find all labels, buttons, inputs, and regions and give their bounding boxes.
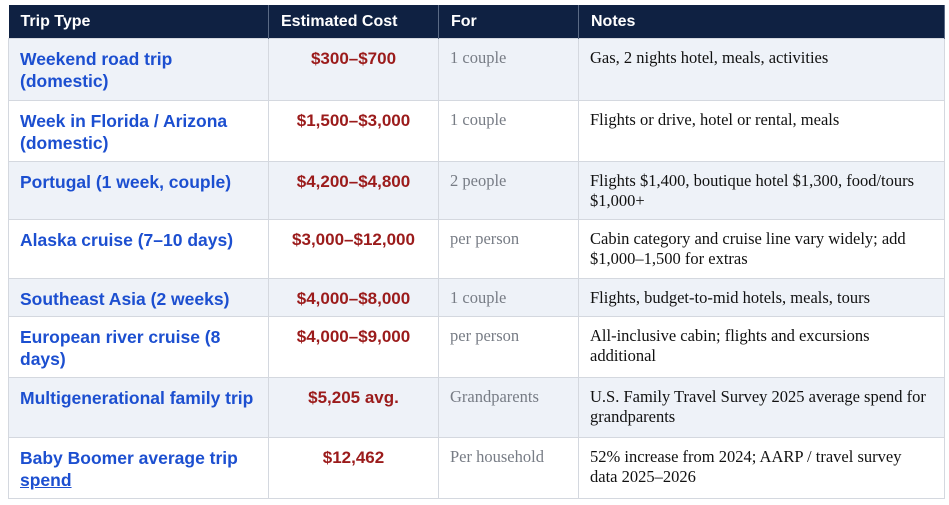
- trip-type: Weekend road trip (domestic): [20, 49, 173, 91]
- header-cell: For: [438, 5, 579, 39]
- trip-type: Portugal (1 week, couple): [20, 172, 232, 192]
- trip-type: Baby Boomer average trip: [20, 448, 238, 468]
- notes-cell: Flights, budget-to-mid hotels, meals, to…: [578, 278, 945, 317]
- cost-cell: $1,500–$3,000: [268, 100, 439, 162]
- table-row: Baby Boomer average trip spend $12,462 Per…: [8, 437, 945, 499]
- for-cell: 1 couple: [438, 100, 579, 162]
- trip-type: Southeast Asia (2 weeks): [20, 289, 230, 309]
- trip-type-cell: Multigenerational family trip: [8, 377, 269, 438]
- table-body: Weekend road trip (domestic) $300–$700 1 c…: [8, 38, 945, 499]
- trip-type-cell: Week in Florida / Arizona (domestic): [8, 100, 269, 162]
- trip-type: Multigenerational family trip: [20, 388, 254, 408]
- notes-cell: Flights $1,400, boutique hotel $1,300, f…: [578, 161, 945, 220]
- header-cell: Estimated Cost: [268, 5, 439, 39]
- for-cell: per person: [438, 219, 579, 279]
- notes-cell: 52% increase from 2024; AARP / travel su…: [578, 437, 945, 499]
- for-cell: 1 couple: [438, 38, 579, 101]
- cost-cell: $3,000–$12,000: [268, 219, 439, 279]
- cost-cell: $300–$700: [268, 38, 439, 101]
- trip-type: Alaska cruise (7–10 days): [20, 230, 234, 250]
- header-row: Trip Type Estimated Cost For Notes: [8, 5, 945, 39]
- notes-cell: U.S. Family Travel Survey 2025 average s…: [578, 377, 945, 438]
- for-cell: 1 couple: [438, 278, 579, 317]
- trip-link[interactable]: spend: [20, 470, 72, 490]
- for-cell: 2 people: [438, 161, 579, 220]
- notes-cell: Flights or drive, hotel or rental, meals: [578, 100, 945, 162]
- table-row: Portugal (1 week, couple) $4,200–$4,800 2 …: [8, 161, 945, 220]
- trip-type: European river cruise (8 days): [20, 327, 221, 369]
- cost-cell: $4,000–$9,000: [268, 316, 439, 378]
- table-row: Weekend road trip (domestic) $300–$700 1 c…: [8, 38, 945, 101]
- trip-type-cell: Portugal (1 week, couple): [8, 161, 269, 220]
- trip-cost-table: Trip Type Estimated Cost For Notes Weeke…: [8, 5, 945, 499]
- table-row: Week in Florida / Arizona (domestic) $1,5…: [8, 100, 945, 162]
- header-cell: Notes: [578, 5, 945, 39]
- table-row: Alaska cruise (7–10 days) $3,000–$12,000 p…: [8, 219, 945, 279]
- cost-cell: $12,462: [268, 437, 439, 499]
- table-row: Multigenerational family trip $5,205 avg.…: [8, 377, 945, 438]
- for-cell: Per household: [438, 437, 579, 499]
- for-cell: per person: [438, 316, 579, 378]
- for-cell: Grandparents: [438, 377, 579, 438]
- notes-cell: Gas, 2 nights hotel, meals, activities: [578, 38, 945, 101]
- notes-cell: All-inclusive cabin; flights and excursi…: [578, 316, 945, 378]
- trip-type-cell: Weekend road trip (domestic): [8, 38, 269, 101]
- header-cell: Trip Type: [8, 5, 269, 39]
- trip-type-cell: Alaska cruise (7–10 days): [8, 219, 269, 279]
- trip-type: Week in Florida / Arizona (domestic): [20, 111, 228, 153]
- trip-type-cell: Southeast Asia (2 weeks): [8, 278, 269, 317]
- notes-cell: Cabin category and cruise line vary wide…: [578, 219, 945, 279]
- cost-cell: $5,205 avg.: [268, 377, 439, 438]
- cost-cell: $4,200–$4,800: [268, 161, 439, 220]
- table-row: Southeast Asia (2 weeks) $4,000–$8,000 1 c…: [8, 278, 945, 317]
- trip-type-cell: European river cruise (8 days): [8, 316, 269, 378]
- trip-type-cell: Baby Boomer average trip spend: [8, 437, 269, 499]
- table-row: European river cruise (8 days) $4,000–$9,…: [8, 316, 945, 378]
- cost-cell: $4,000–$8,000: [268, 278, 439, 317]
